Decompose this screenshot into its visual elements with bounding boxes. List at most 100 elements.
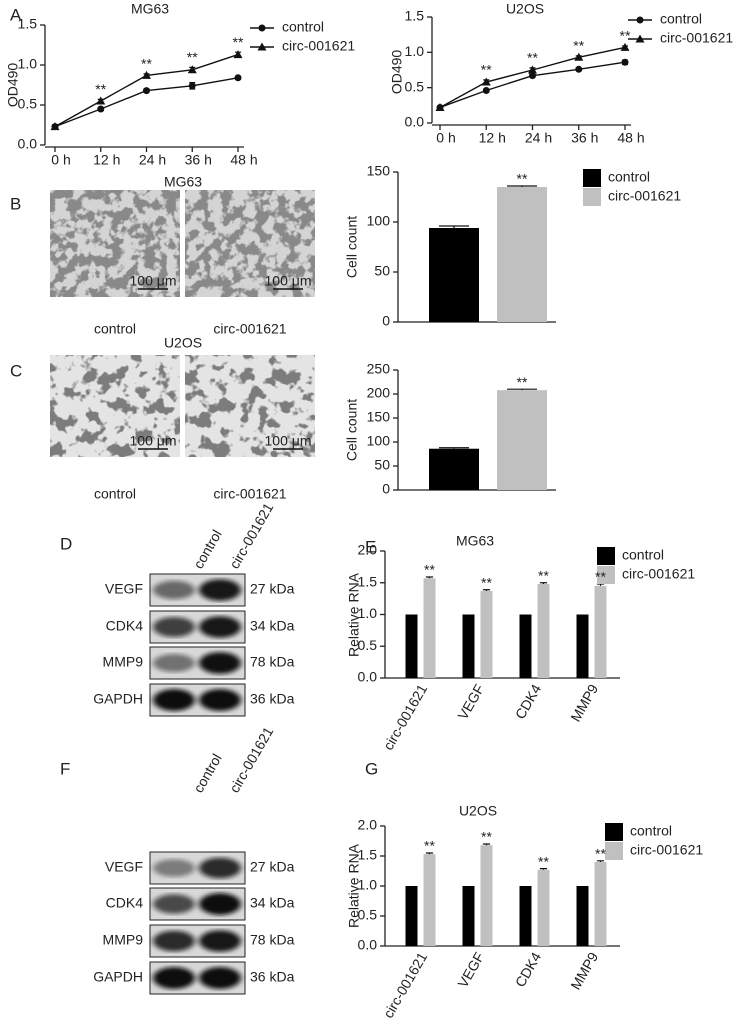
- y-tick-label: 0.0: [405, 114, 425, 130]
- marker: [187, 65, 197, 74]
- marker: [575, 65, 583, 73]
- chart-title: U2OS: [506, 1, 544, 17]
- y-tick-label: 0.5: [358, 637, 378, 653]
- legend-label: circ-001621: [630, 842, 703, 858]
- y-tick-label: 0.0: [18, 136, 38, 152]
- bar: [429, 228, 479, 322]
- micrograph: [50, 355, 180, 457]
- y-tick-label: 1.0: [358, 605, 378, 621]
- chart-title: U2OS: [459, 803, 497, 819]
- y-tick-label: 0: [382, 481, 390, 497]
- blot-size: 36 kDa: [250, 969, 295, 985]
- blot-size: 78 kDa: [250, 654, 295, 670]
- bar: [462, 886, 475, 946]
- significance: **: [517, 171, 528, 187]
- y-tick-label: 2.0: [358, 817, 378, 833]
- significance: **: [481, 574, 492, 590]
- x-tick-label: 24 h: [525, 130, 552, 146]
- blot-band: [199, 893, 241, 915]
- legend-label: circ-001621: [622, 566, 695, 582]
- blot-protein: VEGF: [105, 859, 143, 875]
- y-tick-label: 1.5: [358, 573, 378, 589]
- blot-band: [199, 579, 241, 601]
- legend-swatch: [583, 169, 601, 187]
- bar: [429, 448, 479, 490]
- blot-band: [153, 859, 195, 877]
- blot-band: [199, 930, 241, 952]
- blot-band: [153, 654, 195, 672]
- blot-size: 27 kDa: [250, 581, 295, 597]
- x-tick-label: 48 h: [230, 152, 257, 168]
- marker: [97, 105, 105, 113]
- legend-label: circ-001621: [282, 38, 355, 54]
- bar: [519, 886, 532, 946]
- y-tick-label: 100: [367, 213, 391, 229]
- y-tick-label: 1.5: [18, 16, 38, 32]
- scale-bar-label: 100 μm: [265, 433, 312, 449]
- error-bar: [425, 852, 434, 855]
- marker: [188, 82, 196, 90]
- significance: **: [233, 34, 244, 50]
- chart-title: MG63: [456, 533, 494, 549]
- bar: [405, 886, 418, 946]
- significance: **: [573, 38, 584, 54]
- y-tick-label: 0.5: [405, 78, 425, 94]
- micrograph-caption: circ-001621: [213, 321, 286, 337]
- scale-bar-label: 100 μm: [130, 433, 177, 449]
- y-axis-label: Relative RNA: [346, 843, 362, 928]
- micrograph: [185, 355, 315, 457]
- significance: **: [595, 569, 606, 585]
- marker: [482, 86, 490, 94]
- error-bar: [507, 388, 537, 391]
- x-tick-label: 0 h: [436, 130, 455, 146]
- significance: **: [141, 56, 152, 72]
- x-tick-label: 36 h: [571, 130, 598, 146]
- blot-band: [153, 580, 195, 600]
- blot-band: [199, 616, 241, 638]
- scale-bar-label: 100 μm: [130, 273, 177, 289]
- marker: [621, 58, 629, 66]
- bar: [576, 614, 589, 678]
- marker: [636, 16, 644, 24]
- blot-band: [153, 894, 195, 914]
- marker: [529, 72, 536, 80]
- x-tick-label: 24 h: [139, 152, 166, 168]
- bar: [537, 584, 550, 678]
- error-bar: [596, 860, 605, 862]
- marker: [143, 87, 150, 95]
- micrograph-caption: control: [94, 486, 136, 502]
- y-axis-label: Cell count: [344, 216, 360, 278]
- bar: [423, 578, 436, 678]
- error-bar: [482, 843, 491, 846]
- micrograph-title: MG63: [164, 174, 202, 190]
- x-tick-label: 48 h: [617, 130, 644, 146]
- legend-label: control: [282, 19, 324, 35]
- x-tick-label: 12 h: [479, 130, 506, 146]
- significance: **: [527, 50, 538, 66]
- significance: **: [517, 374, 528, 390]
- marker: [257, 42, 267, 51]
- marker: [142, 70, 151, 79]
- panel-label: F: [60, 759, 70, 778]
- y-tick-label: 50: [374, 457, 390, 473]
- significance: **: [538, 567, 549, 583]
- bar: [594, 585, 607, 678]
- marker: [635, 34, 645, 43]
- legend-swatch: [605, 842, 623, 860]
- legend-label: control: [660, 11, 702, 27]
- marker: [258, 24, 266, 32]
- error-bar: [539, 582, 548, 585]
- y-tick-label: 200: [367, 385, 391, 401]
- error-bar: [596, 583, 605, 586]
- blot-size: 34 kDa: [250, 618, 295, 634]
- blot-protein: MMP9: [103, 654, 144, 670]
- y-tick-label: 0.0: [358, 937, 378, 953]
- legend-swatch: [583, 188, 601, 206]
- y-tick-label: 0.5: [18, 96, 38, 112]
- y-tick-label: 0.0: [358, 669, 378, 685]
- blot-band: [199, 652, 241, 674]
- significance: **: [481, 62, 492, 78]
- marker: [50, 122, 60, 131]
- blot-band: [199, 689, 241, 711]
- marker: [574, 52, 584, 61]
